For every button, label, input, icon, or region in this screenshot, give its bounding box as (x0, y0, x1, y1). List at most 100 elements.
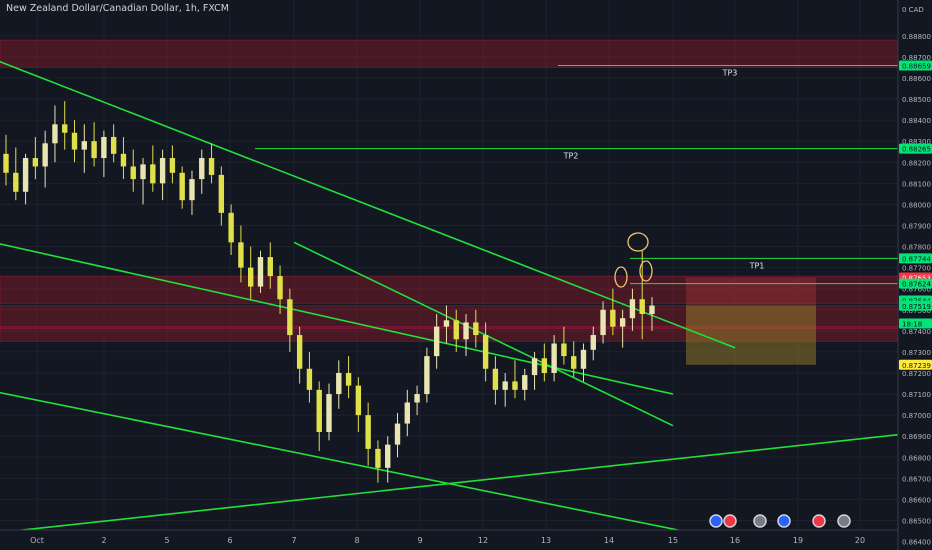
candle-body (257, 257, 264, 287)
y-tick-label: 0.86900 (902, 433, 931, 441)
price-label-box (899, 359, 932, 370)
candle-body (140, 164, 146, 180)
grid-lines (0, 0, 898, 543)
x-tick-label: 13 (541, 536, 551, 545)
y-tick-label: 0.87800 (902, 244, 931, 252)
highlight-ellipse (627, 232, 649, 252)
candle-body (150, 164, 156, 184)
x-tick-label: 19 (793, 536, 803, 545)
y-tick-label: 0.87000 (902, 412, 931, 420)
y-tick-label: 0.86400 (902, 539, 931, 547)
candle-body (512, 381, 518, 390)
price-label-text: 0.87519 (902, 303, 931, 311)
price-label-text: 0.87653 (902, 275, 931, 283)
candle-body (179, 172, 185, 201)
event-marker (837, 514, 851, 528)
price-zone (0, 275, 898, 304)
candle-body (248, 267, 254, 287)
price-label-text: 0.88265 (902, 146, 931, 154)
candle-body (306, 368, 313, 390)
y-tick-label: 0.87200 (902, 370, 931, 378)
y-tick-label: 0.88800 (902, 33, 931, 41)
y-tick-label: 0.88600 (902, 75, 931, 83)
candle-body (42, 143, 48, 167)
candle-body (433, 326, 440, 357)
candle-body (296, 335, 303, 369)
candle-body (355, 385, 362, 416)
candle-body (81, 141, 87, 150)
candle-body (414, 394, 420, 403)
candle-body (394, 423, 401, 445)
candle-body (629, 299, 636, 319)
price-label-box (899, 143, 932, 154)
candle-body (62, 124, 68, 133)
y-tick-label: 0.87600 (902, 286, 931, 294)
price-label-box (899, 60, 932, 71)
x-tick-label: 6 (227, 536, 232, 545)
candle-body (169, 158, 176, 173)
trendline (293, 241, 674, 427)
candle-body (336, 372, 342, 395)
candle-body (443, 320, 450, 327)
candle-body (110, 136, 117, 154)
candle-body (345, 372, 352, 386)
candle-body (32, 158, 39, 167)
y-tick-label: 0.88700 (902, 54, 931, 62)
price-label-text: 0.87744 (902, 255, 931, 263)
x-tick-label: 8 (354, 536, 359, 545)
currency-label: 0 CAD (902, 6, 924, 14)
price-label-text: 0.87239 (902, 362, 931, 370)
candle-body (22, 158, 29, 192)
candle-body (326, 394, 332, 432)
y-tick-label: 0.88200 (902, 159, 931, 167)
target-label: TP1 (749, 261, 765, 270)
candle-body (365, 415, 371, 449)
price-label-box (899, 300, 932, 311)
candle-body (424, 356, 430, 395)
candle-body (531, 358, 538, 376)
candle-body (522, 375, 528, 390)
y-tick-label: 0.88100 (902, 180, 931, 188)
candle-body (91, 141, 97, 159)
candle-body (316, 389, 322, 432)
candle-body (228, 212, 234, 243)
candle-body (453, 320, 459, 340)
y-tick-label: 0.86800 (902, 454, 931, 462)
trendline (0, 60, 736, 349)
candle-body (404, 402, 410, 424)
candle-body (590, 335, 596, 350)
candle-body (473, 322, 479, 336)
candle-body (71, 132, 78, 150)
y-tick-label: 0.87400 (902, 328, 931, 336)
y-tick-label: 0.87900 (902, 222, 931, 230)
candle-body (580, 349, 587, 369)
candle-body (13, 172, 19, 192)
x-tick-label: 7 (291, 536, 296, 545)
candle-body (277, 276, 283, 300)
x-tick-label: 20 (855, 536, 865, 545)
highlight-ellipse (639, 260, 653, 282)
y-tick-label: 0.87100 (902, 391, 931, 399)
candle-body (649, 305, 655, 314)
price-label-box (899, 253, 932, 264)
candle-body (159, 158, 166, 184)
candle-body (561, 343, 567, 357)
event-marker (777, 514, 791, 528)
target-label: TP3 (722, 69, 738, 78)
x-tick-label: 14 (604, 536, 614, 545)
candle-body (385, 444, 391, 468)
candle-body (208, 158, 215, 175)
event-marker (812, 514, 826, 528)
y-tick-label: 0.87700 (902, 265, 931, 273)
candles (3, 101, 655, 483)
x-tick-label: 15 (668, 536, 678, 545)
x-tick-label: 2 (101, 536, 106, 545)
y-tick-label: 0.88500 (902, 96, 931, 104)
x-tick-label: Oct (30, 536, 44, 545)
candle-body (639, 299, 645, 314)
candle-body (238, 242, 244, 268)
price-label-box (899, 278, 932, 289)
trendline (15, 433, 898, 530)
